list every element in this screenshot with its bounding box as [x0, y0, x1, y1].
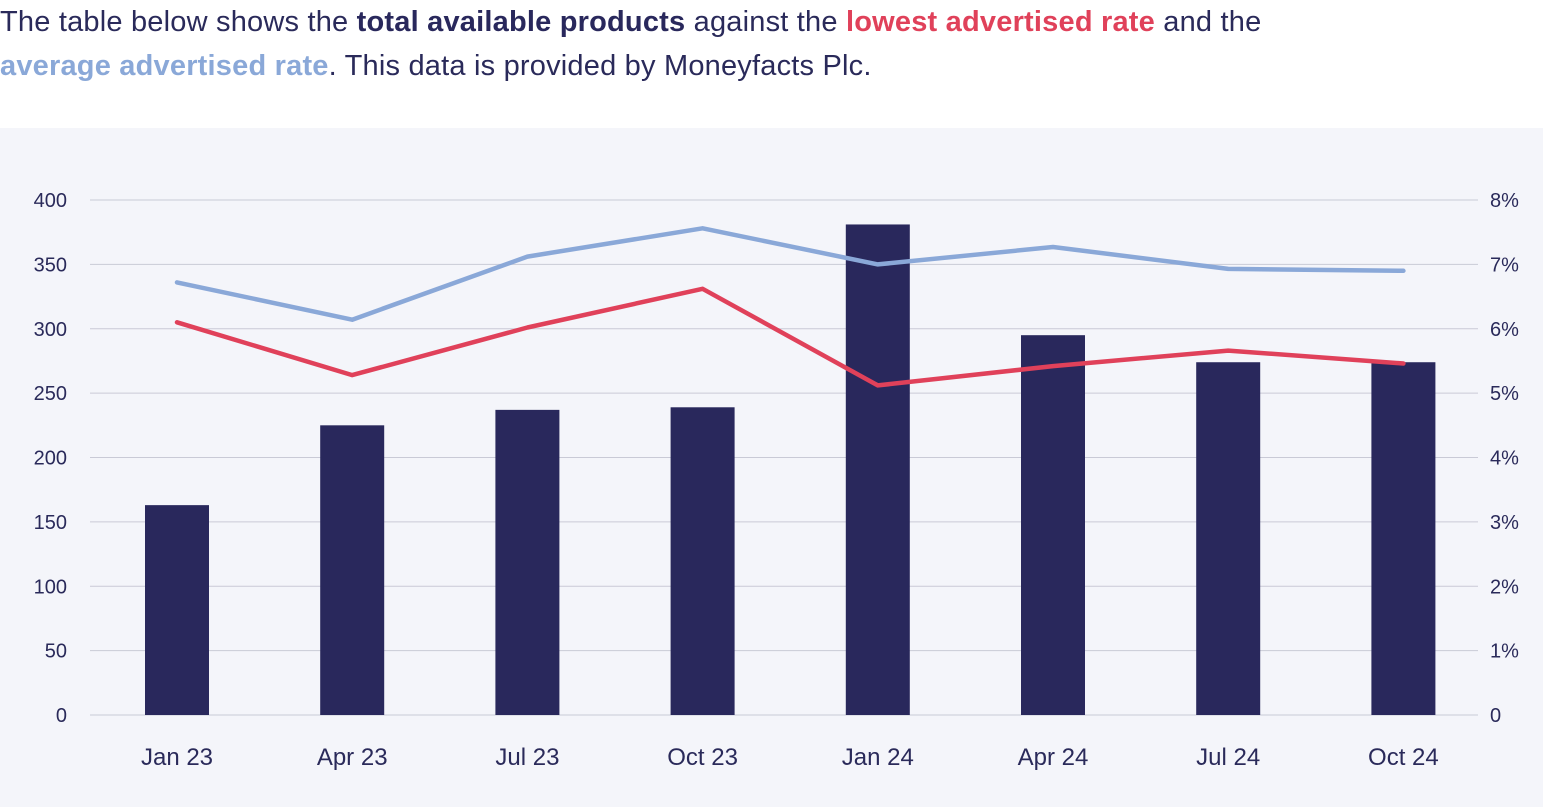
bar	[1371, 362, 1436, 715]
right-tick-label: 8%	[1490, 190, 1519, 212]
right-tick-label: 7%	[1490, 254, 1519, 276]
bar-series	[145, 224, 1436, 715]
left-tick-label: 200	[34, 448, 67, 470]
intro-part-1: The table below shows the	[0, 6, 357, 38]
x-tick-label: Apr 24	[1018, 744, 1089, 771]
x-tick-label: Jul 24	[1196, 744, 1260, 771]
bar	[320, 425, 385, 715]
bar	[495, 409, 560, 715]
left-tick-label: 250	[34, 383, 67, 405]
x-tick-label: Oct 23	[667, 744, 738, 771]
left-tick-label: 150	[34, 512, 67, 534]
x-tick-label: Jan 24	[842, 744, 914, 771]
left-tick-label: 100	[34, 576, 67, 598]
right-tick-label: 3%	[1490, 512, 1519, 534]
lowest-rate-line	[174, 286, 1406, 388]
right-tick-label: 1%	[1490, 641, 1519, 663]
x-tick-label: Oct 24	[1368, 744, 1439, 771]
intro-part-3: and the	[1155, 6, 1262, 38]
intro-part-2: against the	[685, 6, 846, 38]
bar	[845, 224, 910, 715]
average-rate-line	[174, 226, 1406, 322]
left-tick-label: 300	[34, 319, 67, 341]
average-rate-highlight: average advertised rate	[0, 50, 329, 82]
line-series	[174, 226, 1406, 388]
lowest-rate-highlight: lowest advertised rate	[845, 6, 1155, 38]
chart-svg: 0 50 100 150 200 250 300 350 400 0 1% 2% 3% 4% 5% 6% 7%…	[34, 190, 1519, 771]
bar	[145, 505, 209, 715]
right-tick-label: 2%	[1490, 576, 1519, 598]
right-tick-label: 4%	[1490, 448, 1519, 470]
left-tick-label: 0	[56, 705, 67, 727]
x-axis-ticks: Jan 23 Apr 23 Jul 23 Oct 23 Jan 24 Apr 24 Jul …	[141, 744, 1439, 771]
intro-line-1: The table below shows the total availabl…	[0, 0, 1543, 44]
intro-line-2: average advertised rate. This data is pr…	[0, 44, 1543, 88]
left-tick-label: 350	[34, 254, 67, 276]
grid-lines	[90, 199, 1478, 716]
right-tick-label: 5%	[1490, 383, 1519, 405]
bar	[670, 407, 735, 715]
x-tick-label: Apr 23	[317, 744, 388, 771]
total-products-highlight: total available products	[356, 6, 686, 38]
right-tick-label: 0	[1490, 705, 1501, 727]
chart-panel: 0 50 100 150 200 250 300 350 400 0 1% 2% 3% 4% 5% 6% 7%…	[0, 128, 1543, 807]
left-axis-ticks: 0 50 100 150 200 250 300 350 400	[34, 190, 67, 727]
left-tick-label: 50	[45, 641, 67, 663]
intro-part-4: . This data is provided by Moneyfacts Pl…	[328, 50, 872, 82]
x-tick-label: Jan 23	[141, 744, 213, 771]
bar	[1196, 362, 1261, 715]
right-tick-label: 6%	[1490, 319, 1519, 341]
bar	[1021, 335, 1085, 715]
left-tick-label: 400	[34, 190, 67, 212]
intro-text: The table below shows the total availabl…	[0, 0, 1543, 88]
x-tick-label: Jul 23	[495, 744, 559, 771]
right-axis-ticks: 0 1% 2% 3% 4% 5% 6% 7% 8%	[1490, 190, 1519, 727]
